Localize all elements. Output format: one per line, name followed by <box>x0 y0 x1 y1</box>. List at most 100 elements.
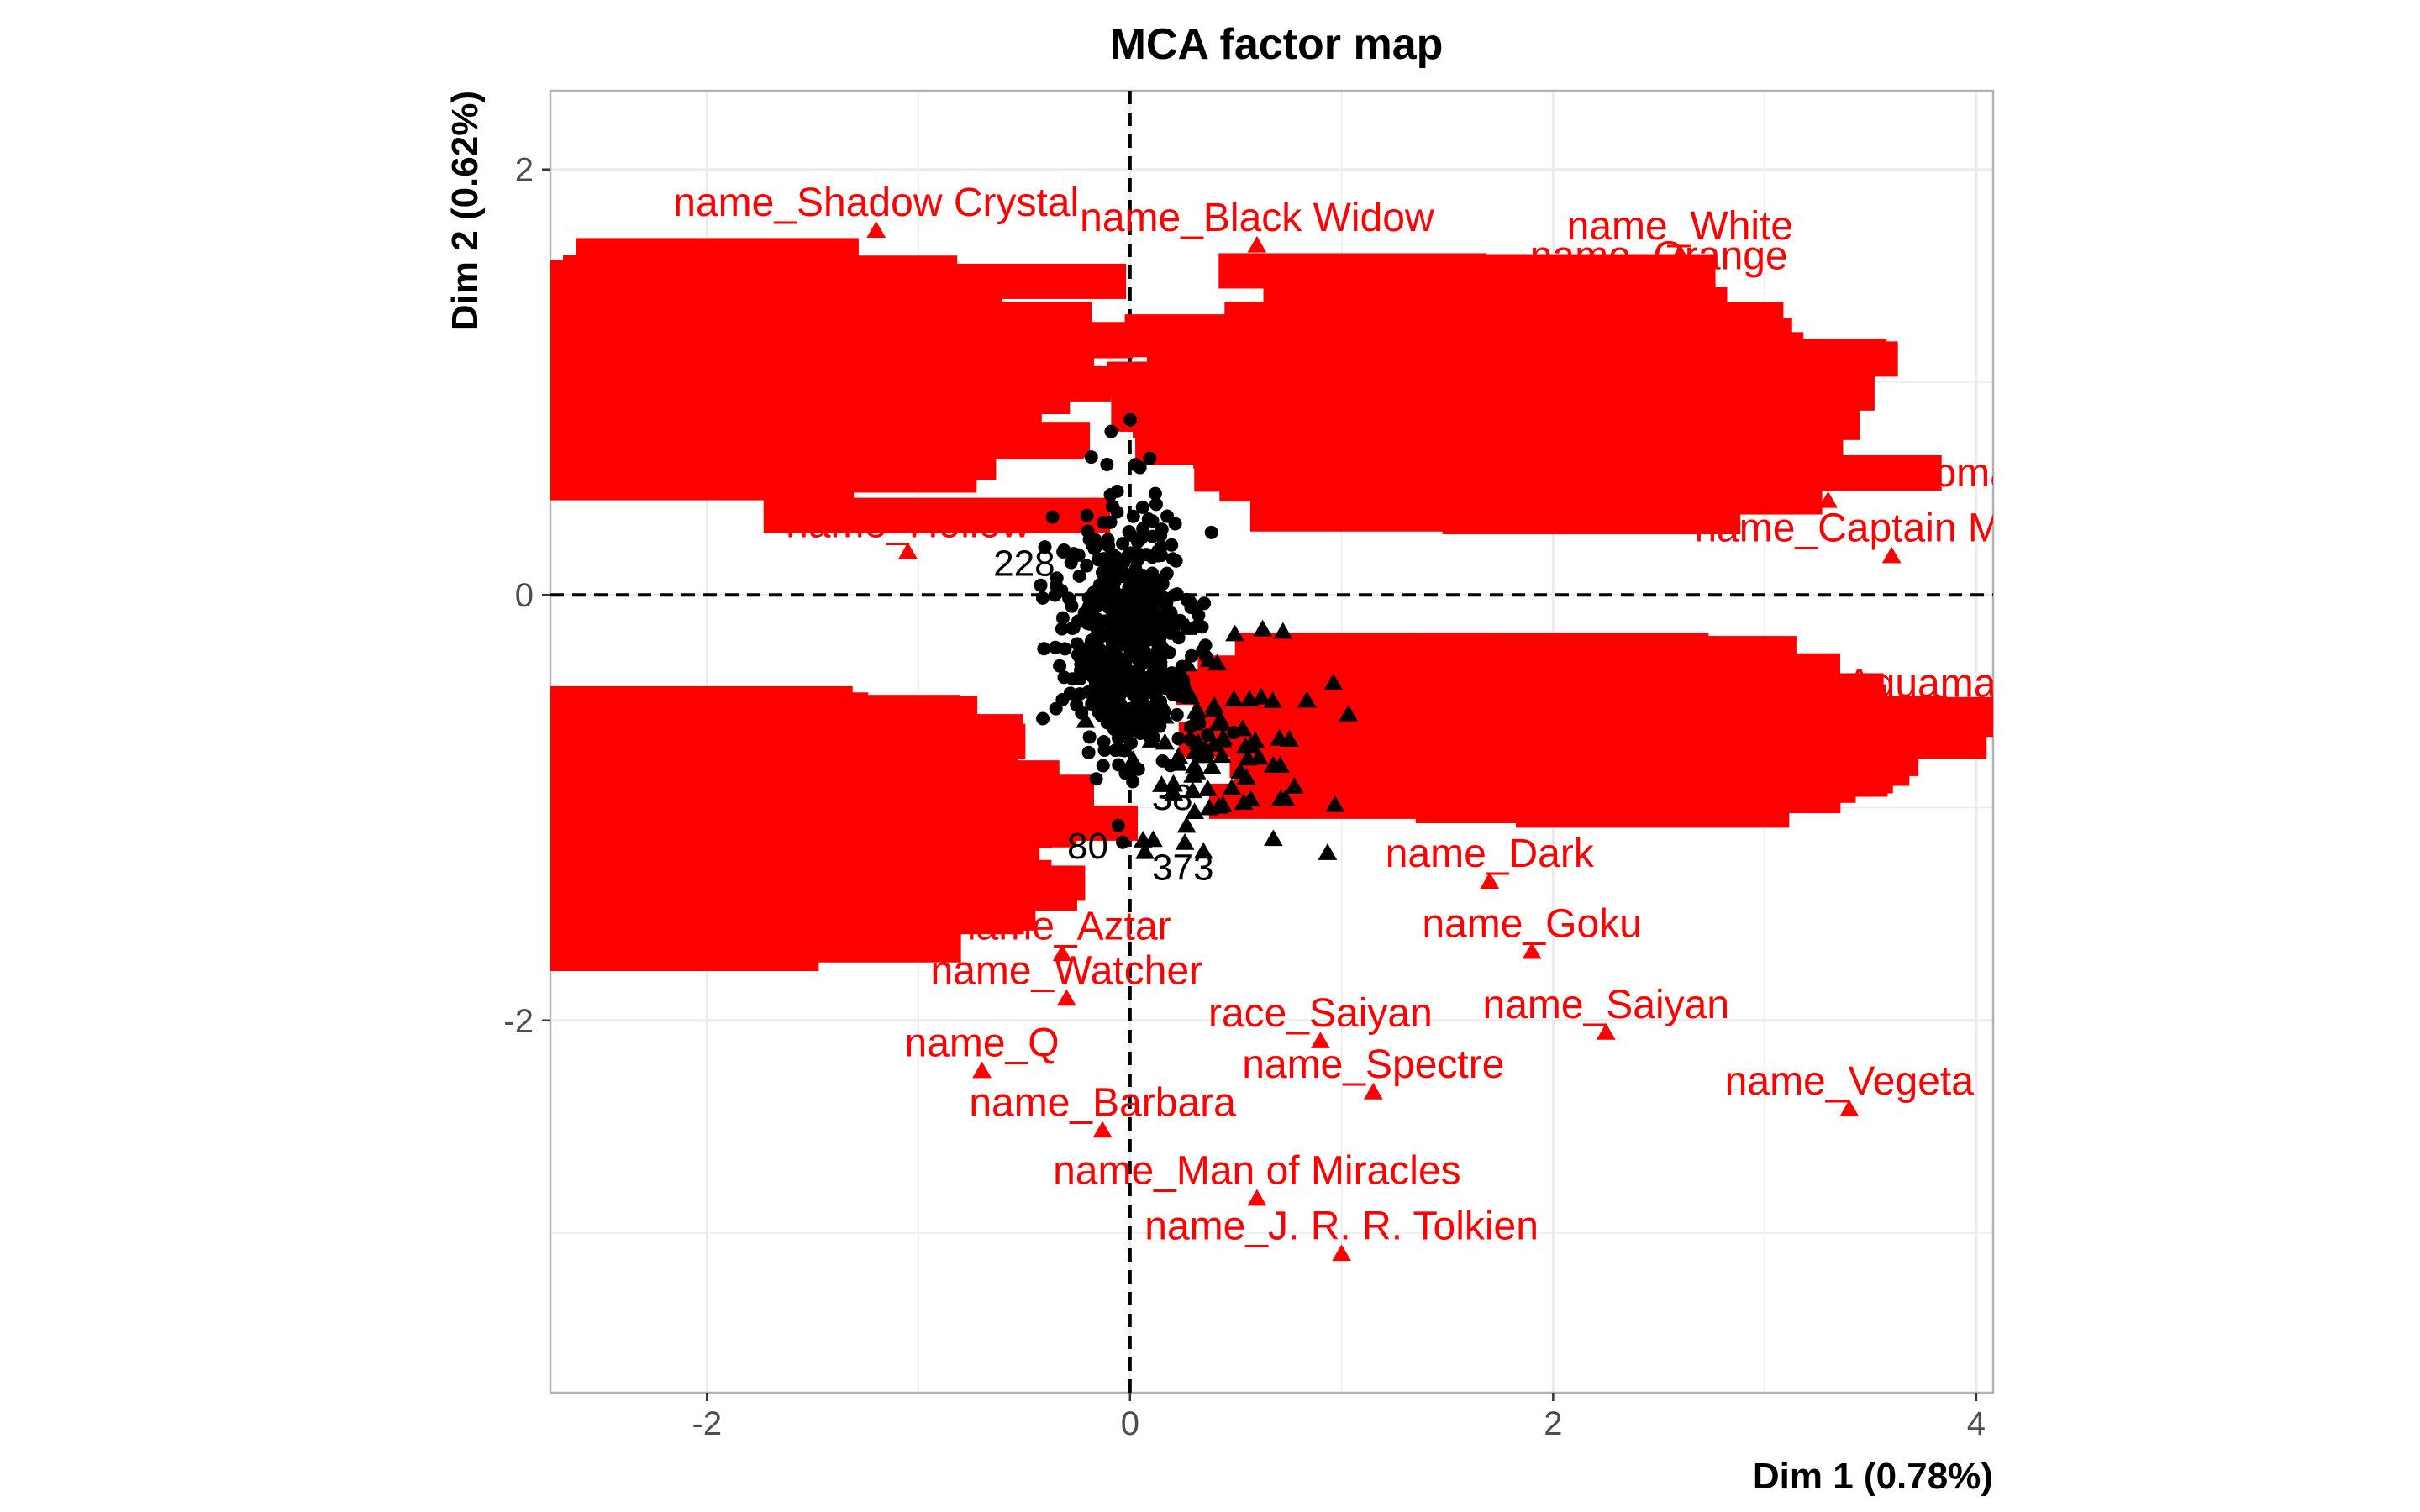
category-point <box>1311 1032 1330 1048</box>
category-label: name_Goku <box>1422 902 1642 947</box>
category-point <box>1382 515 1401 531</box>
individual-point <box>1276 789 1296 806</box>
individual-point <box>1050 571 1064 585</box>
category-point <box>1487 429 1506 445</box>
individual-point <box>1103 515 1118 529</box>
category-label-mass <box>759 807 1077 843</box>
individual-point <box>1135 500 1150 514</box>
individual-point <box>1115 570 1129 584</box>
individual-point <box>1110 505 1124 519</box>
category-label-mass <box>602 417 886 454</box>
individual-point <box>1092 631 1107 645</box>
category-point <box>702 257 720 273</box>
individual-point <box>1066 621 1081 635</box>
individual-point <box>1110 484 1124 498</box>
individual-point <box>1185 802 1204 819</box>
individual-point <box>1173 613 1187 627</box>
individual-point <box>1072 569 1086 583</box>
individual-label: 38 <box>1152 777 1193 818</box>
individual-point <box>1165 552 1180 566</box>
individual-point <box>1170 587 1184 601</box>
category-point <box>495 341 513 356</box>
individual-point <box>1245 731 1265 748</box>
individual-point <box>1126 627 1140 641</box>
category-point <box>1431 345 1449 361</box>
category-point <box>1480 872 1500 889</box>
category-point <box>1509 466 1528 482</box>
individual-point <box>1136 522 1150 536</box>
x-tick-label: 0 <box>1121 1405 1139 1442</box>
individual-point <box>1055 611 1070 625</box>
individual-point <box>1297 690 1317 708</box>
individual-point <box>1092 645 1106 659</box>
individual-point <box>1249 748 1269 765</box>
individual-point <box>1182 781 1202 799</box>
individual-point <box>1122 524 1136 538</box>
individual-point <box>1186 711 1206 728</box>
category-point <box>1733 732 1751 748</box>
category-point <box>1881 546 1902 564</box>
category-label: name_White <box>1567 204 1793 249</box>
category-label-mass <box>576 238 859 274</box>
category-label-mass <box>654 725 986 761</box>
individual-point <box>1141 731 1161 748</box>
individual-point <box>1179 684 1199 701</box>
individual-point <box>1116 835 1130 849</box>
category-label: name_Wonder Woman <box>1622 451 2035 496</box>
y-axis: -2 0 2 <box>503 152 550 1040</box>
category-point <box>694 902 713 919</box>
category-point <box>500 304 518 319</box>
individual-point <box>1155 706 1175 724</box>
individual-point <box>1155 522 1169 537</box>
category-point <box>1332 1244 1351 1262</box>
category-label: name_Captain Marvel <box>1694 507 2089 551</box>
individual-point <box>1112 602 1126 617</box>
category-point <box>1560 518 1579 534</box>
individual-point <box>1193 842 1213 859</box>
category-point <box>972 1061 992 1079</box>
category-label-mass <box>550 935 819 971</box>
category-point <box>1504 786 1523 802</box>
individual-point <box>1104 424 1118 438</box>
category-label: name_Vegeta <box>1725 1059 1975 1104</box>
individual-point <box>1035 591 1050 605</box>
individual-point <box>1201 728 1215 743</box>
individual-point <box>1123 412 1138 427</box>
category-point <box>887 517 906 533</box>
individual-point <box>1082 730 1097 744</box>
individual-point <box>1129 687 1144 701</box>
individual-point <box>1212 746 1232 764</box>
individual-point <box>1053 659 1067 673</box>
individual-point <box>1102 559 1117 573</box>
individual-point <box>1222 778 1242 795</box>
category-point <box>866 221 886 238</box>
category-point <box>1839 1100 1860 1116</box>
individual-point <box>1057 543 1071 557</box>
category-point <box>504 339 522 354</box>
category-point <box>696 921 714 937</box>
individual-point <box>1070 637 1084 651</box>
category-label: name_Saiyan <box>1483 983 1730 1027</box>
individual-point <box>1273 622 1293 639</box>
category-label: name_Dark <box>1386 832 1595 876</box>
category-point <box>1363 1082 1383 1100</box>
individual-point <box>1200 650 1219 668</box>
category-point <box>1527 287 1545 303</box>
category-point <box>1092 1121 1113 1138</box>
plot-marks: 228 80 373 38 name_Shadow Crystal name_Q name_… <box>495 181 2089 1262</box>
category-label: name_J. R. R. Tolkien <box>1144 1204 1539 1248</box>
individual-point <box>1065 599 1079 613</box>
category-point <box>518 392 536 407</box>
individual-point <box>1082 693 1102 711</box>
individual-point <box>1149 497 1163 512</box>
category-label: name_Shadow Crystal <box>673 181 1079 225</box>
category-point <box>750 437 768 453</box>
category-label-mass <box>550 748 587 785</box>
individual-point <box>1055 584 1069 598</box>
category-point <box>1052 944 1072 962</box>
individual-point <box>1148 486 1162 501</box>
x-axis: -2 0 2 4 <box>692 1393 1986 1442</box>
category-point <box>687 889 706 905</box>
reference-lines <box>550 91 1993 1393</box>
